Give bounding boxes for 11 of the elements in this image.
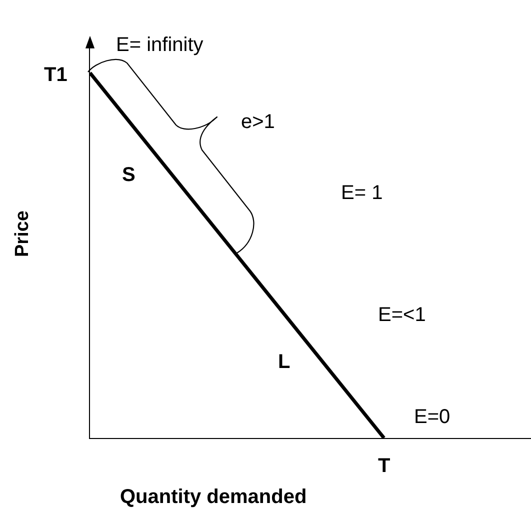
annotation: E= 1 [341, 182, 383, 204]
annotation: e>1 [241, 111, 275, 133]
text: T [378, 455, 390, 477]
x-axis-title: Quantity demanded [120, 486, 307, 508]
annotation: S [122, 164, 136, 186]
annotation: E=0 [414, 406, 450, 428]
text: T1 [44, 64, 68, 86]
annotation: L [278, 351, 290, 373]
annotation: E=<1 [378, 304, 426, 326]
text: E= infinity [116, 34, 204, 56]
y-axis-title: Price [12, 210, 33, 257]
